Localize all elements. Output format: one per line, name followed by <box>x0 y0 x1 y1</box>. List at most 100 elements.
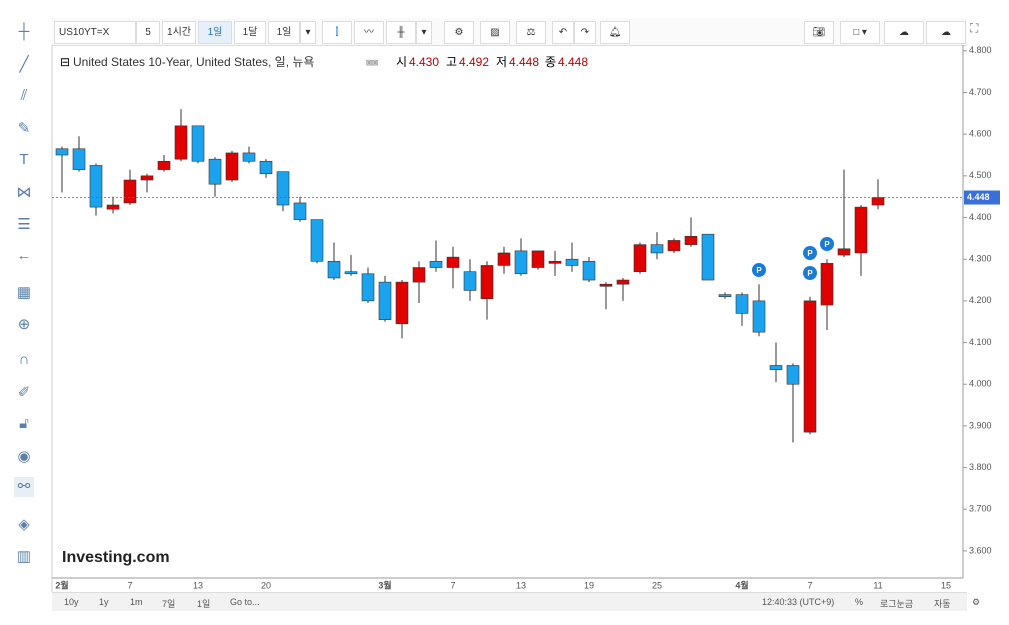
ohlc-label: 시 <box>396 55 407 69</box>
candle-body <box>497 252 511 266</box>
interval-button[interactable]: 5 <box>136 21 160 44</box>
chart-type-line[interactable]: 〰 <box>354 21 384 44</box>
axis-settings[interactable]: ⚙ <box>972 597 981 607</box>
candle-body <box>157 160 171 170</box>
indicators[interactable]: ▨ <box>480 21 510 44</box>
candle-body <box>752 300 766 333</box>
candle-body <box>191 125 205 162</box>
candle-body <box>803 300 817 433</box>
range-button[interactable]: 1일 <box>197 599 211 609</box>
chart-type-candle[interactable]: ⫿ <box>322 21 352 44</box>
tool-brush[interactable]: ✎ <box>17 120 31 137</box>
settings[interactable]: ⚙ <box>444 21 474 44</box>
tool-line[interactable]: ╱ <box>19 56 29 73</box>
tool-lock-draw[interactable]: ✐ <box>17 384 31 401</box>
collapse-icon: ⊟ <box>60 55 70 69</box>
candle-body <box>769 365 783 370</box>
event-marker-label: P <box>756 266 762 275</box>
tool-measure[interactable]: ▦ <box>16 284 32 301</box>
interval-button[interactable]: 1일 <box>198 21 232 44</box>
y-tick-label: 4.100 <box>969 337 992 347</box>
y-tick-label: 4.700 <box>969 87 992 97</box>
snapshot[interactable]: 📷︎ <box>804 21 834 44</box>
cloud-load[interactable]: ☁ <box>884 21 924 44</box>
auto-toggle[interactable]: 자동 <box>934 599 951 609</box>
x-tick-label: 3월 <box>378 579 391 590</box>
candle-body <box>140 175 154 181</box>
percent-toggle[interactable]: % <box>855 597 864 607</box>
undo[interactable]: ↶ <box>552 21 574 44</box>
top-toolbar: US10YT=X 5 1시간 1일 1달 1일 ▾ ⫿ 〰 ╫ ▾ ⚙ ▨ ⚖ … <box>52 18 967 46</box>
candle-body <box>633 244 647 273</box>
tool-lock[interactable]: 🔓︎ <box>19 415 29 432</box>
dropdown[interactable]: ▾ <box>300 21 316 44</box>
y-tick-label: 4.400 <box>969 212 992 222</box>
interval-button[interactable]: 1시간 <box>162 21 196 44</box>
candle-body <box>242 152 256 162</box>
candle-body <box>667 240 681 252</box>
y-tick-label: 3.600 <box>969 545 992 555</box>
compare[interactable]: ⚖ <box>516 21 546 44</box>
candle-body <box>361 273 375 302</box>
candle-body <box>89 165 103 208</box>
x-tick-label: 20 <box>261 580 271 590</box>
candle-body <box>327 260 341 279</box>
drawing-toolbar: ┼ ╱ ⫽ ✎ T ⋈ ☰ ← ▦ ⊕ ∩ ✐ 🔓︎ ◉ ⚯ ◈ ▥ <box>0 18 46 565</box>
candle-body <box>395 281 409 325</box>
watermark: Investing.com <box>62 549 170 566</box>
candle-body <box>123 179 137 204</box>
candle-body <box>701 233 715 281</box>
range-button[interactable]: 1m <box>130 597 143 607</box>
fullscreen[interactable]: ⛶ <box>970 21 979 35</box>
dropdown[interactable]: ▾ <box>416 21 432 44</box>
candle-body <box>548 260 562 264</box>
range-button[interactable]: 10y <box>64 597 79 607</box>
range-button[interactable]: 7일 <box>162 599 176 609</box>
candle-body <box>378 281 392 320</box>
candle-body <box>854 206 868 254</box>
range-button[interactable]: 1y <box>99 597 109 607</box>
tool-crosshair[interactable]: ┼ <box>18 23 30 40</box>
y-tick-label: 4.300 <box>969 254 992 264</box>
candle-body <box>276 171 290 206</box>
candle-body <box>72 148 86 170</box>
event-marker-label: P <box>824 240 830 249</box>
legend-icons: ◙◙ <box>366 58 378 69</box>
tool-trash[interactable]: ▥ <box>16 548 32 565</box>
candle-body <box>616 279 630 285</box>
x-tick-label: 7 <box>127 580 132 590</box>
symbol-input[interactable]: US10YT=X <box>54 21 136 44</box>
tool-fib[interactable]: ⫽ <box>20 87 28 104</box>
candle-body <box>310 219 324 262</box>
tool-prediction[interactable]: ☰ <box>17 216 31 233</box>
candle-body <box>599 283 613 287</box>
event-marker <box>752 263 766 277</box>
tool-eye[interactable]: ◉ <box>17 448 31 465</box>
candle-body <box>480 265 494 300</box>
log-toggle[interactable]: 로그눈금 <box>880 599 914 609</box>
candle-body <box>820 263 834 306</box>
chart-type-bar[interactable]: ╫ <box>386 21 416 44</box>
color-picker[interactable]: □ ▾ <box>840 21 880 44</box>
x-tick-label: 2월 <box>55 579 68 590</box>
candle-body <box>412 267 426 283</box>
tool-link[interactable]: ⚯ <box>14 477 34 497</box>
tool-magnet[interactable]: ∩ <box>18 351 30 368</box>
event-marker-label: P <box>807 269 813 278</box>
alert[interactable]: 🔔︎ <box>600 21 630 44</box>
tool-layers[interactable]: ◈ <box>18 516 30 533</box>
cloud-save[interactable]: ☁ <box>926 21 966 44</box>
interval-button[interactable]: 1일 <box>268 21 300 44</box>
candle-body <box>735 294 749 314</box>
tool-pattern[interactable]: ⋈ <box>16 184 32 201</box>
tool-text[interactable]: T <box>19 151 29 168</box>
tool-zoom[interactable]: ⊕ <box>17 316 31 333</box>
redo[interactable]: ↷ <box>574 21 596 44</box>
goto-button[interactable]: Go to... <box>230 597 260 607</box>
interval-button[interactable]: 1달 <box>234 21 266 44</box>
event-marker-label: P <box>807 249 813 258</box>
tool-back[interactable]: ← <box>16 247 32 264</box>
ohlc-label: 저 <box>496 55 507 69</box>
clock: 12:40:33 (UTC+9) <box>762 597 835 607</box>
